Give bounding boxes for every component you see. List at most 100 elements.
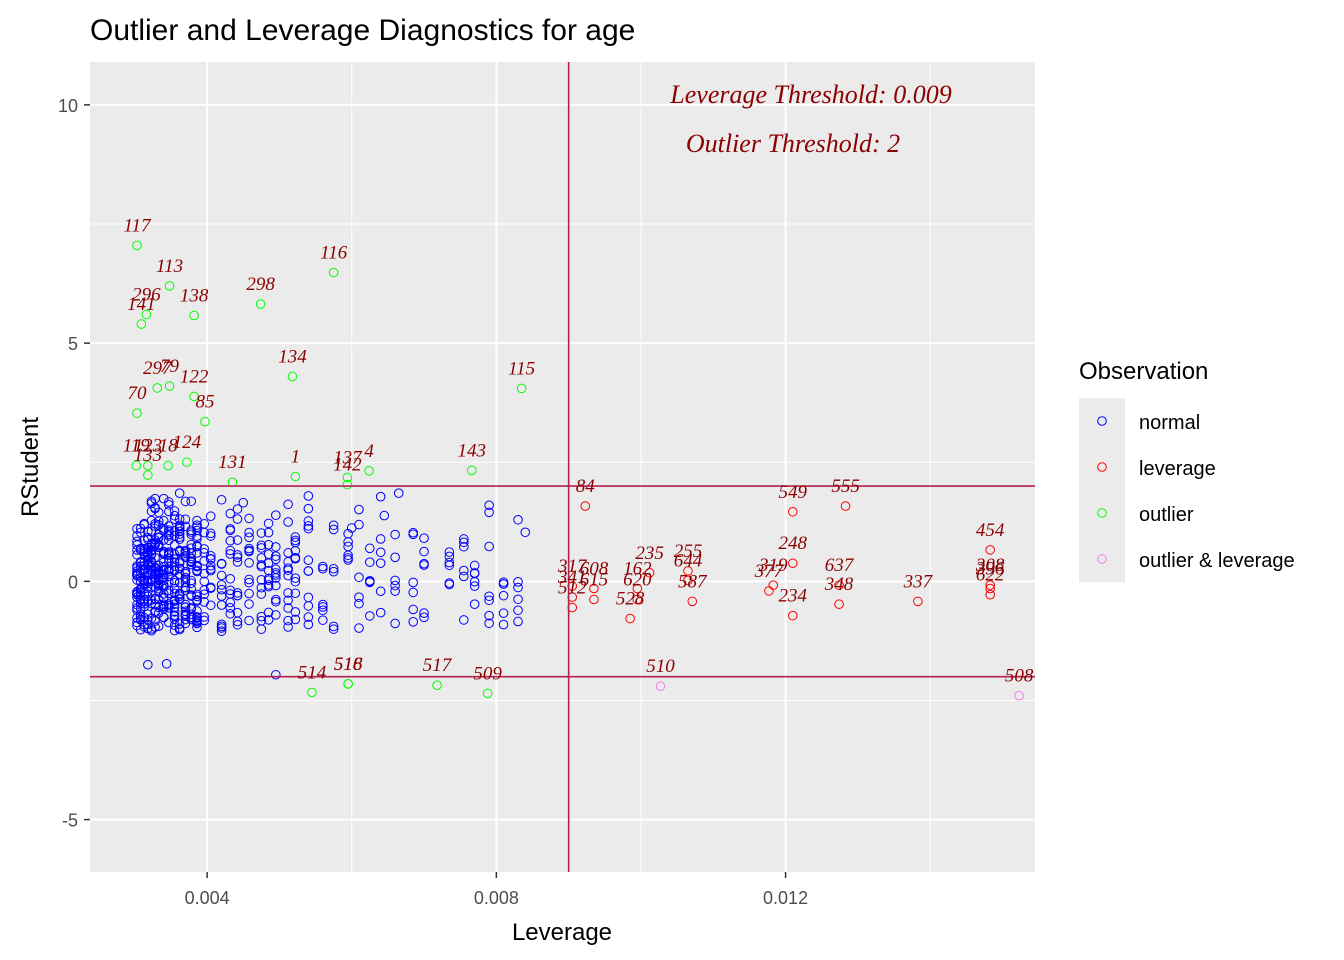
point-248 xyxy=(787,558,798,569)
normal-point xyxy=(343,555,353,565)
point-113 xyxy=(164,281,175,291)
normal-point xyxy=(205,511,216,522)
normal-point xyxy=(232,588,243,598)
point-377 xyxy=(764,586,774,596)
normal-point xyxy=(303,521,314,531)
normal-point xyxy=(186,559,197,570)
normal-point xyxy=(318,563,328,574)
normal-point xyxy=(290,607,301,617)
point-298 xyxy=(255,299,266,309)
legend: Observation normal leverage outlier outlier… xyxy=(1079,358,1295,582)
point-label-622: 622 xyxy=(976,565,1005,586)
point-234 xyxy=(787,610,798,621)
point-label-18: 18 xyxy=(159,436,179,457)
normal-point xyxy=(135,527,146,538)
normal-point xyxy=(283,563,293,574)
normal-point xyxy=(283,615,293,626)
normal-point xyxy=(513,616,523,627)
point-label-79: 79 xyxy=(160,356,180,377)
normal-point xyxy=(158,599,169,610)
point-549 xyxy=(787,506,798,517)
normal-point xyxy=(484,541,494,552)
normal-point xyxy=(283,499,293,510)
point-label-131: 131 xyxy=(218,452,247,473)
point-70 xyxy=(132,408,142,418)
normal-point xyxy=(354,623,364,633)
normal-point xyxy=(469,568,480,579)
normal-point xyxy=(283,588,293,598)
normal-point xyxy=(169,583,180,594)
normal-point xyxy=(232,619,243,630)
y-tick-label: 5 xyxy=(68,334,78,354)
normal-point xyxy=(513,594,523,605)
normal-point xyxy=(263,539,274,550)
normal-point xyxy=(283,603,293,613)
point-label-1: 1 xyxy=(291,447,301,468)
normal-point xyxy=(244,588,254,599)
normal-point xyxy=(408,577,418,588)
point-label-587: 587 xyxy=(678,571,708,592)
point-label-297: 297 xyxy=(143,358,173,379)
point-label-84: 84 xyxy=(576,476,596,497)
normal-point xyxy=(244,527,254,538)
normal-point xyxy=(180,496,191,507)
point-137 xyxy=(342,472,353,483)
point-255 xyxy=(683,566,693,576)
normal-point xyxy=(143,659,153,670)
normal-point xyxy=(459,541,469,552)
normal-point xyxy=(192,520,202,530)
normal-point xyxy=(164,499,174,510)
normal-point xyxy=(459,615,469,625)
legend-label: outlier & leverage xyxy=(1139,550,1295,572)
normal-point xyxy=(459,571,469,582)
normal-point xyxy=(328,621,339,632)
normal-point xyxy=(135,543,146,554)
normal-point xyxy=(164,521,174,531)
normal-point xyxy=(513,582,523,593)
normal-point xyxy=(328,624,339,634)
x-axis: 0.004 0.008 0.012 xyxy=(185,872,808,908)
point-label-615: 615 xyxy=(580,569,609,590)
normal-point xyxy=(365,557,375,567)
normal-point xyxy=(232,590,243,601)
normal-point xyxy=(232,504,243,514)
normal-point xyxy=(174,563,185,574)
normal-point xyxy=(513,577,523,587)
point-18 xyxy=(163,460,173,471)
normal-point xyxy=(498,577,509,588)
normal-point xyxy=(158,557,169,567)
legend-label: leverage xyxy=(1139,458,1216,480)
normal-point xyxy=(180,514,191,525)
normal-point xyxy=(375,491,386,502)
normal-point xyxy=(169,610,180,620)
outlier-threshold-annotation: Outlier Threshold: 2 xyxy=(686,129,900,158)
point-143 xyxy=(466,465,477,476)
normal-point xyxy=(244,599,254,609)
x-tick-label: 0.012 xyxy=(763,888,808,908)
point-label-116: 116 xyxy=(320,243,348,264)
normal-point xyxy=(146,549,157,560)
point-label-122: 122 xyxy=(180,366,209,387)
point-label-85: 85 xyxy=(195,392,214,413)
normal-point xyxy=(343,550,353,561)
point-620 xyxy=(632,594,643,605)
normal-point xyxy=(244,615,254,626)
normal-point xyxy=(256,589,267,599)
point-label-517: 517 xyxy=(423,655,453,676)
normal-point xyxy=(150,521,160,531)
normal-point xyxy=(153,621,164,632)
normal-point xyxy=(205,531,216,541)
normal-point xyxy=(244,577,254,588)
normal-point xyxy=(484,595,494,606)
normal-point xyxy=(164,547,174,558)
normal-point xyxy=(225,525,236,536)
normal-point xyxy=(186,578,197,588)
point-label-115: 115 xyxy=(508,358,535,379)
normal-point xyxy=(180,545,191,556)
point-644 xyxy=(683,575,693,586)
point-79 xyxy=(164,381,175,391)
point-label-162: 162 xyxy=(623,559,652,580)
legend-label: normal xyxy=(1139,412,1200,434)
